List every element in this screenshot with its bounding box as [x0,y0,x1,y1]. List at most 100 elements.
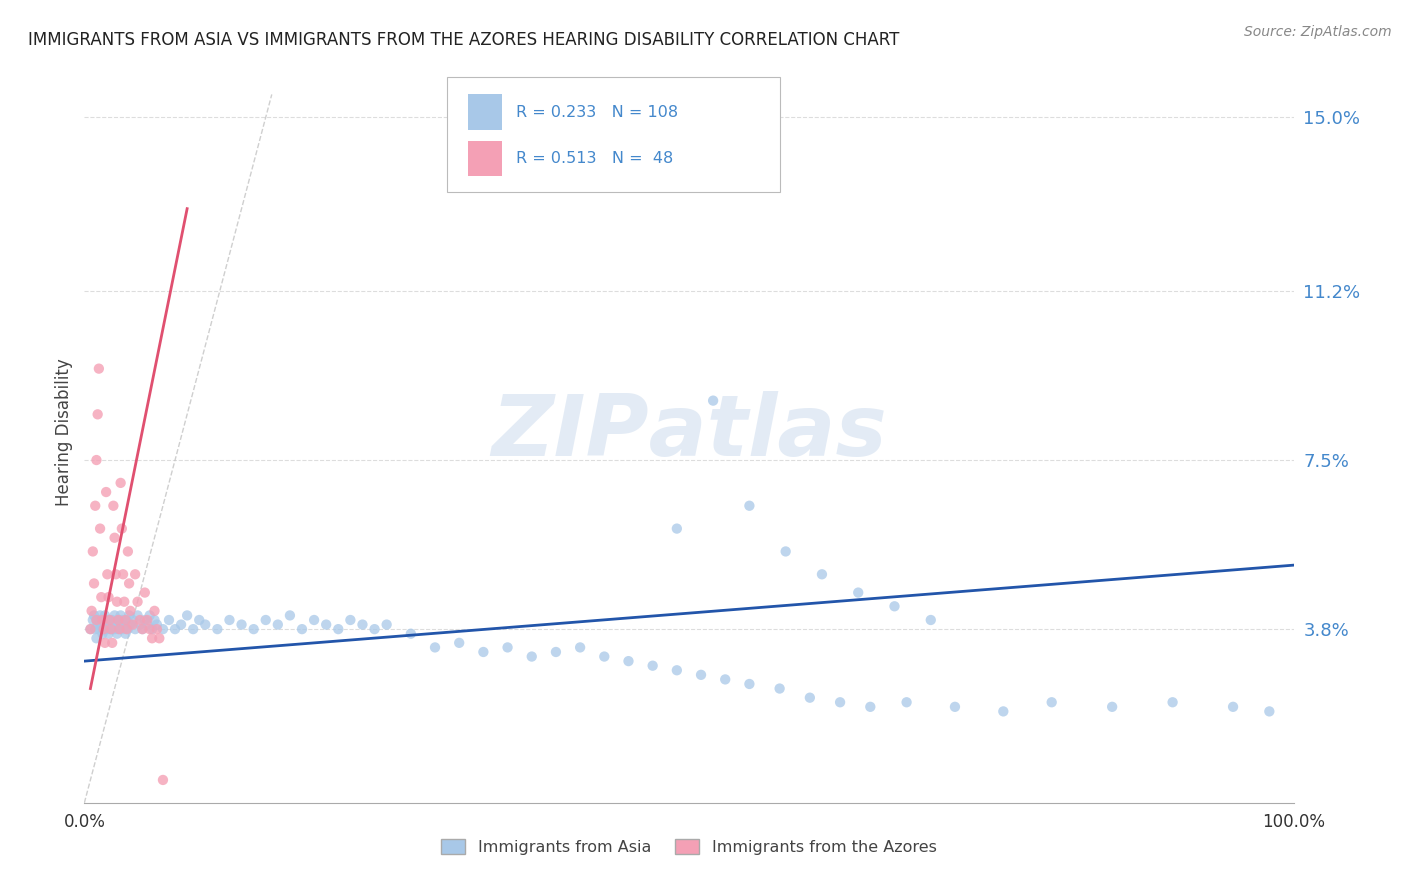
Point [143,604,166,618]
Point [146,622,169,636]
Point [129,613,152,627]
Point [96,622,118,636]
Point [112,622,135,636]
Point [90,617,112,632]
Point [104,617,127,632]
Point [993,705,1015,719]
Point [830,695,852,709]
Point [134,585,156,599]
Point [83,608,105,623]
Point [94,617,117,632]
Point [112,617,135,632]
Point [176,608,198,623]
Point [1101,699,1123,714]
Point [114,626,136,640]
Point [103,617,125,632]
Point [121,617,143,632]
Point [87,622,110,636]
Point [79,622,101,636]
Point [105,595,128,609]
Point [218,613,240,627]
Point [94,636,117,650]
Point [170,617,193,632]
Point [107,613,129,627]
Point [80,604,103,618]
Point [104,567,127,582]
Point [846,585,869,599]
Point [352,617,374,632]
Point [138,608,160,623]
Point [79,622,101,636]
Point [363,622,385,636]
Point [101,613,124,627]
Point [118,576,141,591]
Point [714,673,737,687]
Point [702,393,724,408]
Point [472,645,495,659]
Point [569,640,592,655]
Point [124,567,146,582]
Point [423,640,446,655]
Text: Source: ZipAtlas.com: Source: ZipAtlas.com [1244,25,1392,39]
Point [97,613,120,627]
Point [107,622,129,636]
Point [83,576,105,591]
Point [181,622,204,636]
Point [641,658,664,673]
Point [115,613,138,627]
Point [799,690,821,705]
Point [152,622,174,636]
Point [96,567,118,582]
Point [112,567,135,582]
Point [152,772,174,787]
Point [82,544,104,558]
FancyBboxPatch shape [468,95,502,130]
Point [101,636,124,650]
Point [148,632,170,646]
Point [89,608,111,623]
Point [375,617,398,632]
Point [267,617,290,632]
Point [690,668,713,682]
Point [127,608,149,623]
Point [302,613,325,627]
Point [254,613,277,627]
Legend: Immigrants from Asia, Immigrants from the Azores: Immigrants from Asia, Immigrants from th… [434,833,943,862]
Point [87,361,110,376]
Point [104,531,127,545]
Point [84,499,107,513]
Y-axis label: Hearing Disability: Hearing Disability [55,359,73,507]
Point [315,617,337,632]
Point [108,622,131,636]
Point [1222,699,1244,714]
Point [86,453,108,467]
Point [811,567,834,582]
Point [943,699,966,714]
Point [146,617,169,632]
Point [104,608,127,623]
Point [1161,695,1184,709]
Text: IMMIGRANTS FROM ASIA VS IMMIGRANTS FROM THE AZORES HEARING DISABILITY CORRELATIO: IMMIGRANTS FROM ASIA VS IMMIGRANTS FROM … [28,31,900,49]
Point [207,622,229,636]
Point [120,617,142,632]
Text: R = 0.513   N =  48: R = 0.513 N = 48 [516,151,673,166]
Point [93,622,115,636]
Point [117,622,139,636]
Point [665,522,688,536]
Point [157,613,180,627]
Point [278,608,301,623]
Point [115,622,138,636]
Point [134,613,156,627]
Point [90,590,112,604]
Point [105,626,128,640]
Point [86,617,108,632]
Point [121,613,143,627]
Point [129,617,152,632]
Point [91,613,114,627]
Point [117,544,139,558]
Point [136,613,159,627]
Point [738,499,761,513]
Point [896,695,918,709]
Text: R = 0.233   N = 108: R = 0.233 N = 108 [516,104,678,120]
Point [141,622,163,636]
